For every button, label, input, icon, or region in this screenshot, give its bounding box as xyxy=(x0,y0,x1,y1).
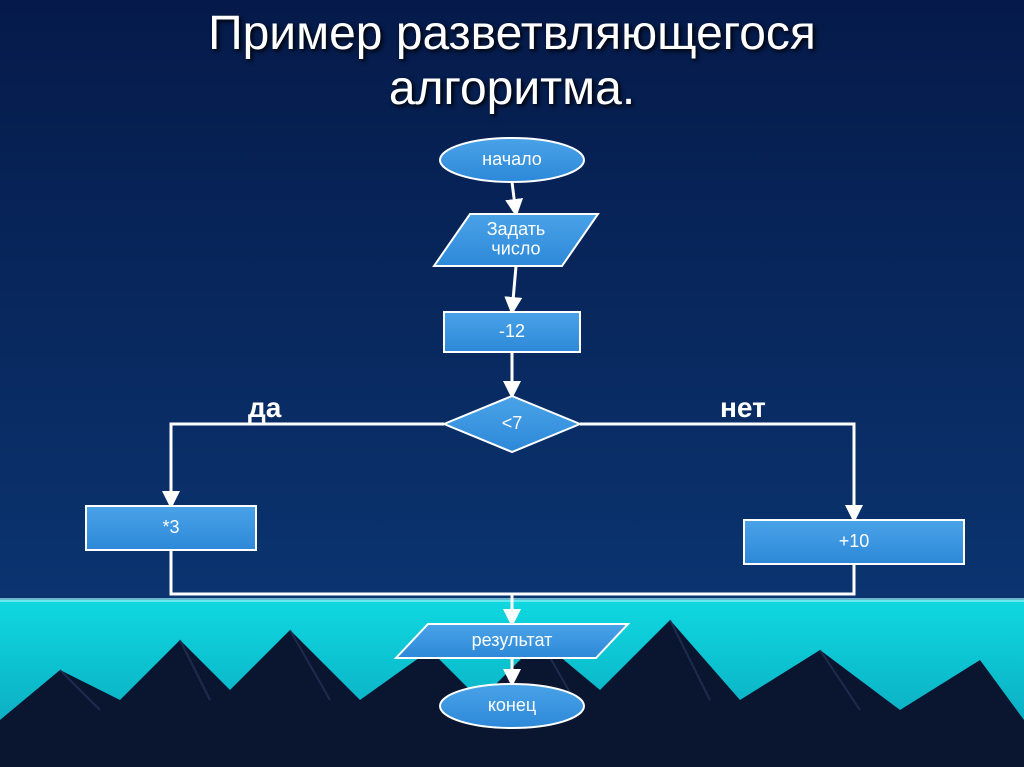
title-line2: алгоритма. xyxy=(389,62,635,115)
slide-title: Пример разветвляющегося алгоритма. xyxy=(0,6,1024,116)
node-proc-plus10-label: +10 xyxy=(839,531,870,551)
branch-label-yes: да xyxy=(248,392,281,424)
node-input-label: Задать xyxy=(487,219,546,239)
node-start-label: начало xyxy=(482,149,542,169)
node-decision-label: <7 xyxy=(502,413,523,433)
node-end-label: конец xyxy=(488,695,536,715)
node-input-label: число xyxy=(491,239,540,259)
node-output-label: результат xyxy=(472,630,553,650)
slide-stage: начало Задатьчисло -12 <7 *3 +10 результат коне… xyxy=(0,0,1024,767)
title-line1: Пример разветвляющегося xyxy=(208,7,816,60)
node-proc-minus12-label: -12 xyxy=(499,321,525,341)
node-proc-times3-label: *3 xyxy=(162,517,179,537)
branch-label-no: нет xyxy=(720,392,766,424)
